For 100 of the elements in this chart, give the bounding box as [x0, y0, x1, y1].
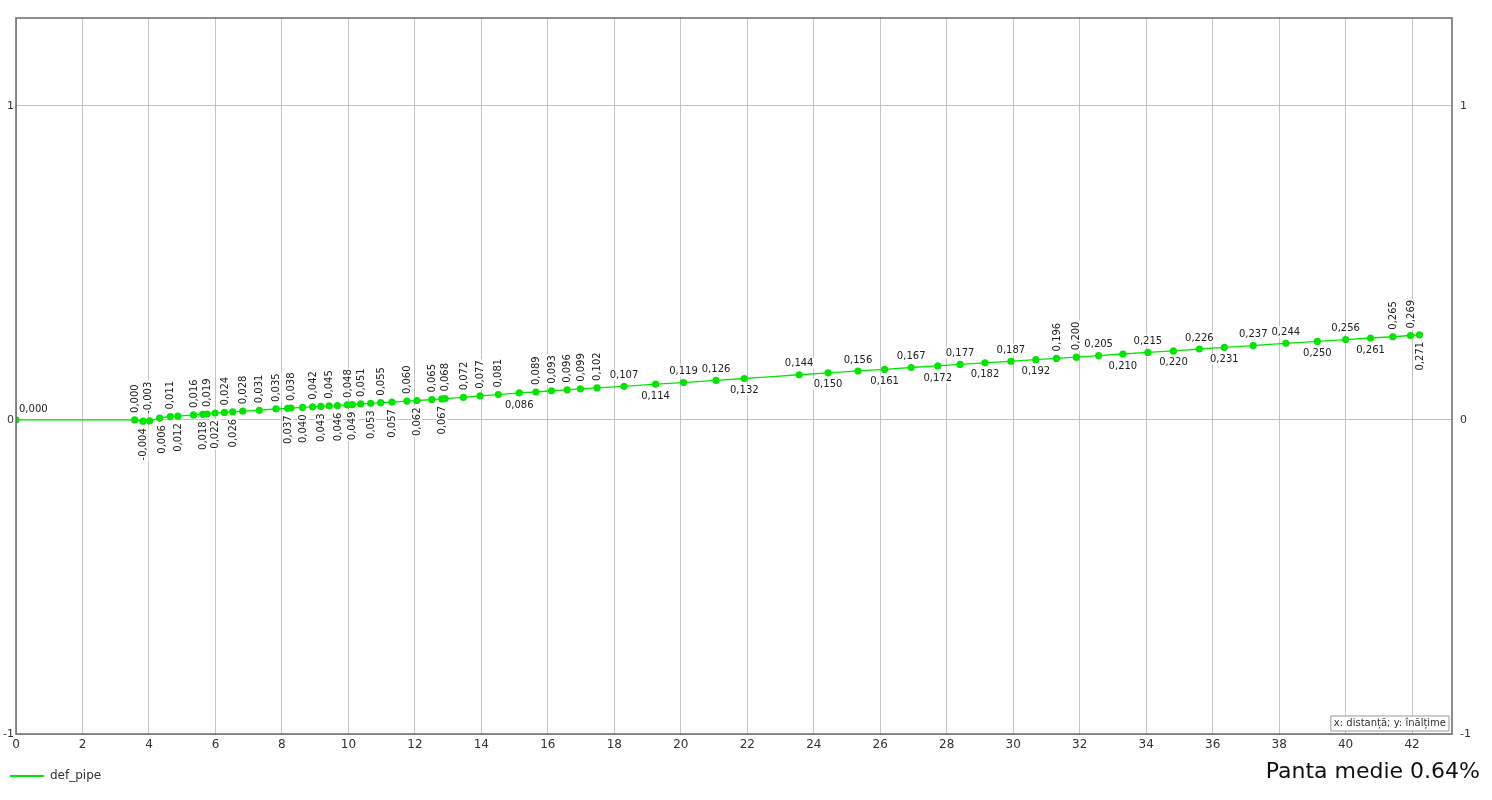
data-label: 0,220: [1159, 356, 1188, 368]
x-tick-label: 12: [407, 737, 423, 752]
data-label: 0,081: [492, 358, 504, 388]
data-label: 0,018: [196, 421, 208, 450]
data-label: 0,046: [331, 412, 343, 442]
y2-tick-label: 0: [1460, 412, 1467, 426]
data-label: 0,150: [813, 378, 843, 390]
data-label: 0,196: [1050, 322, 1062, 352]
data-label: 0,089: [529, 356, 541, 386]
data-label: 0,060: [401, 365, 412, 395]
data-label: 0,072: [457, 361, 469, 391]
data-label: 0,000: [18, 402, 48, 414]
data-label: 0,028: [236, 375, 248, 405]
data-label: 0,038: [284, 372, 296, 402]
data-label: 0,065: [425, 363, 437, 393]
data-label: 0,187: [996, 343, 1026, 355]
x-tick-label: 28: [939, 737, 955, 752]
data-label: -0,003: [141, 381, 153, 414]
data-label: 0,237: [1238, 328, 1268, 340]
x-tick-label: 30: [1005, 737, 1021, 752]
data-label: 0,215: [1133, 335, 1163, 347]
y2-tick-label: -1: [1460, 726, 1471, 740]
data-label: 0,231: [1209, 353, 1239, 365]
data-label: 0,067: [435, 405, 447, 435]
data-label: 0,068: [439, 362, 451, 392]
x-tick-label: 18: [606, 737, 622, 752]
data-label: 0,055: [374, 367, 386, 396]
data-label: 0,114: [641, 389, 670, 401]
data-label: 0,250: [1303, 347, 1332, 359]
x-tick-label: 22: [739, 737, 755, 752]
y-tick-label: -1: [3, 726, 14, 740]
data-label: 0,077: [474, 360, 486, 389]
data-label: 0,012: [171, 423, 183, 452]
data-label: 0,022: [209, 420, 221, 449]
legend-label: def_pipe: [50, 768, 102, 783]
data-label: 0,040: [296, 414, 308, 444]
data-label: 0,200: [1070, 321, 1082, 351]
x-tick-label: 4: [145, 737, 153, 752]
x-tick-label: 32: [1072, 737, 1088, 752]
data-label: 0,011: [164, 380, 176, 410]
data-label: 0,269: [1404, 299, 1416, 329]
y-tick-label: 1: [7, 98, 14, 112]
data-label: 0,261: [1356, 343, 1385, 355]
x-tick-label: 16: [540, 737, 556, 752]
data-label: 0,053: [364, 410, 376, 439]
x-tick-label: 8: [278, 737, 286, 752]
data-label: 0,093: [545, 355, 557, 384]
data-label: 0,048: [341, 369, 353, 398]
x-tick-label: 42: [1404, 737, 1420, 752]
data-label: 0,051: [354, 368, 366, 397]
data-label: 0,226: [1185, 331, 1214, 343]
x-tick-label: 2: [78, 737, 87, 752]
x-tick-label: 38: [1271, 737, 1287, 752]
data-label: 0,172: [923, 371, 953, 383]
data-label: 0,182: [970, 368, 1000, 380]
data-label: 0,019: [201, 378, 213, 407]
data-label: 0,102: [591, 352, 603, 381]
data-label: 0,026: [226, 418, 238, 448]
x-tick-label: 34: [1138, 737, 1154, 752]
data-label: 0,265: [1386, 301, 1398, 330]
text: Panta medie 0.64%: [1265, 758, 1480, 783]
data-label: 0,126: [701, 362, 731, 374]
data-label: 0,006: [155, 425, 167, 454]
data-label: 0,096: [561, 354, 573, 383]
x-tick-label: 10: [340, 737, 357, 752]
data-label: 0,256: [1331, 322, 1360, 334]
data-label: 0,210: [1108, 359, 1138, 371]
data-label: 0,031: [253, 374, 265, 404]
data-label: 0,144: [784, 357, 814, 369]
data-label: 0,049: [346, 411, 358, 441]
x-tick-label: 6: [211, 737, 220, 752]
data-label: 0,035: [270, 373, 282, 402]
y2-tick-label: 1: [1460, 98, 1467, 112]
data-label: 0,167: [896, 350, 926, 362]
y-tick-label: 0: [7, 412, 14, 426]
data-label: 0,192: [1021, 365, 1051, 377]
x-tick-label: 20: [673, 737, 689, 752]
data-label: 0,107: [609, 368, 639, 380]
data-label: 0,119: [669, 365, 698, 377]
data-label: 0,177: [945, 346, 975, 358]
data-label: -0,004: [137, 428, 149, 461]
data-label: 0,062: [410, 407, 422, 437]
data-label: 0,205: [1084, 338, 1113, 350]
data-label: 0,045: [323, 370, 335, 399]
data-label: 0,244: [1271, 325, 1301, 337]
data-label: 0,043: [314, 413, 326, 443]
data-label: 0,000: [128, 384, 140, 413]
data-label: 0,057: [386, 409, 398, 438]
data-label: 0,086: [504, 398, 534, 410]
data-label: 0,132: [729, 384, 759, 396]
annotation: x: distanță; y: înălțime: [1333, 717, 1446, 730]
data-label: 0,099: [574, 353, 586, 382]
x-tick-label: 40: [1337, 737, 1354, 752]
data-label: 0,024: [218, 376, 230, 406]
data-label: 0,016: [187, 379, 199, 408]
x-tick-label: 14: [473, 737, 490, 752]
data-label: 0,156: [843, 353, 873, 365]
x-tick-label: 24: [806, 737, 822, 752]
data-label: 0,037: [281, 415, 293, 444]
x-tick-label: 36: [1205, 737, 1221, 752]
